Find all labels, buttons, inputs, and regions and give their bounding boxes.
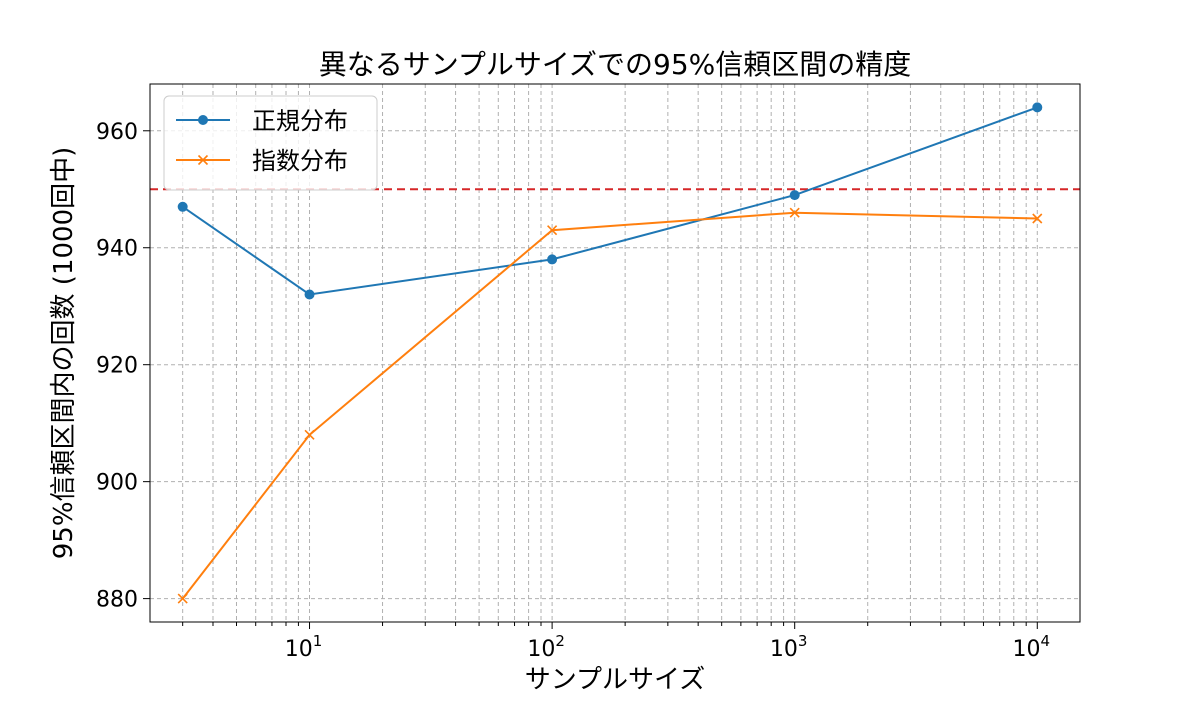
plot-frame: [149, 83, 1081, 623]
series-1-point: [1032, 102, 1043, 113]
x-axis-label: サンプルサイズ: [525, 665, 705, 695]
x-tick-label: 104: [1013, 632, 1051, 662]
y-tick-label: 880: [96, 588, 138, 613]
marker-stroke: [789, 207, 800, 218]
y-tick-label: 940: [96, 237, 138, 262]
x-tick-base: 10: [527, 637, 555, 662]
legend-swatch-marker: [197, 154, 209, 166]
legend-label: 正規分布: [252, 107, 348, 135]
x-tick-base: 10: [285, 637, 313, 662]
series-1-point: [789, 190, 800, 201]
series-2-point: [1032, 213, 1043, 224]
chart-title: 異なるサンプルサイズでの95%信頼区間の精度: [319, 48, 912, 81]
x-tick-base: 10: [770, 637, 798, 662]
marker-stroke: [547, 225, 558, 236]
series-line-2: [181, 211, 1038, 600]
x-tick-base: 10: [1013, 637, 1041, 662]
series-2-point: [547, 225, 558, 236]
series-1-point: [547, 254, 558, 265]
y-tick-label: 960: [96, 120, 138, 145]
series-layer: [177, 102, 1043, 604]
x-tick-exponent: 2: [555, 632, 565, 650]
marker-stroke: [304, 429, 315, 440]
x-tick-exponent: 4: [1041, 632, 1051, 650]
x-tick-label: 103: [770, 632, 808, 662]
y-tick-label: 900: [96, 471, 138, 496]
series-1-point: [304, 289, 315, 300]
x-tick-label: 102: [527, 632, 565, 662]
series-2-point: [304, 429, 315, 440]
series-1-point: [177, 201, 188, 212]
x-tick-label: 101: [285, 632, 323, 662]
y-axis-label: 95%信頼区間内の回数 (1000回中): [49, 147, 79, 560]
y-tick-label: 920: [96, 354, 138, 379]
x-tick-exponent: 1: [313, 632, 323, 650]
x-tick-exponent: 3: [798, 632, 808, 650]
legend-swatch-marker: [198, 115, 208, 125]
marker-stroke: [1032, 213, 1043, 224]
series-2-point: [789, 207, 800, 218]
marker-stroke: [177, 593, 188, 604]
legend-label: 指数分布: [252, 147, 348, 175]
marker-stroke: [197, 154, 209, 166]
series-2-point: [177, 593, 188, 604]
